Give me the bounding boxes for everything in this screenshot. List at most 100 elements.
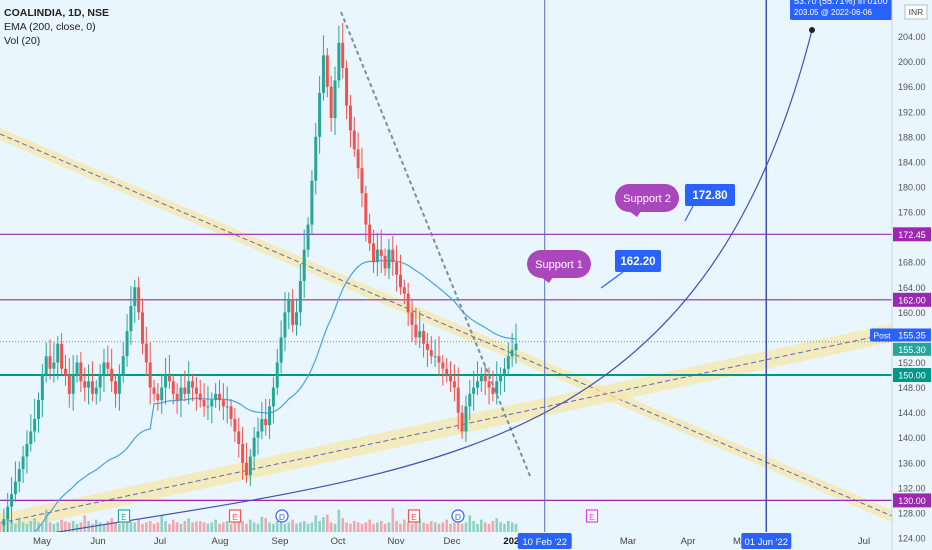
candle-body <box>67 375 71 394</box>
event-marker[interactable]: D <box>451 509 465 523</box>
date-tag-text: 01 Jun '22 <box>744 537 788 548</box>
volume-bar <box>352 521 356 532</box>
volume-bar <box>44 509 48 532</box>
x-tick-label: Jul <box>858 536 870 547</box>
candle-body <box>167 375 171 382</box>
volume-bar <box>118 523 121 532</box>
candle-body <box>156 393 160 401</box>
volume-bar <box>83 515 87 532</box>
volume-bar <box>306 523 310 532</box>
volume-bar <box>41 523 44 532</box>
candle-body <box>129 306 133 332</box>
event-marker[interactable]: E <box>585 509 599 523</box>
candle-body <box>298 281 302 313</box>
candle-body <box>387 249 391 269</box>
y-tick-label: 132.00 <box>898 483 926 493</box>
y-tick-label: 188.00 <box>898 132 926 142</box>
candle-body <box>325 55 329 87</box>
candle-body <box>295 312 299 325</box>
candle-body <box>29 431 33 444</box>
candle-body <box>306 224 310 250</box>
candle-body <box>329 86 333 119</box>
volume-bar <box>125 522 129 532</box>
y-tick-label: 164.00 <box>898 283 926 293</box>
volume-bar <box>241 521 244 532</box>
candle-body <box>125 331 129 357</box>
candle-body <box>456 387 460 413</box>
y-tick-label: 124.00 <box>898 534 926 544</box>
volume-bar <box>372 523 375 532</box>
candle-body <box>437 356 441 363</box>
candle-body <box>333 80 337 119</box>
event-marker[interactable]: E <box>228 509 242 523</box>
volume-bar <box>364 522 368 532</box>
last-price-box <box>893 342 931 356</box>
candle-body <box>360 168 364 194</box>
candle-body <box>237 431 241 444</box>
support-callout-1[interactable]: Support 1 162.20 <box>527 250 661 289</box>
support-callout-2[interactable]: Support 2 172.80 <box>615 184 735 222</box>
event-marker[interactable]: E <box>117 509 131 523</box>
volume-bar <box>156 522 160 532</box>
candle-body <box>264 418 268 426</box>
candle-body <box>464 406 468 432</box>
y-tick-label: 176.00 <box>898 208 926 218</box>
volume-bar <box>25 523 29 532</box>
candle-body <box>83 381 87 388</box>
volume-bar <box>326 514 329 532</box>
price-label-box <box>685 184 735 206</box>
volume-bar <box>75 523 79 532</box>
candle-body <box>37 400 41 419</box>
volume-bar <box>429 521 433 532</box>
candle-body <box>171 381 175 394</box>
volume-bar <box>283 523 287 532</box>
candle-body <box>268 406 272 426</box>
ema-indicator-label[interactable]: EMA (200, close, 0) <box>4 21 96 33</box>
event-marker-letter: E <box>121 512 127 522</box>
volume-indicator-label[interactable]: Vol (20) <box>4 35 41 47</box>
volume-bar <box>106 521 110 532</box>
volume-bar <box>441 522 445 532</box>
descending-channel-band <box>0 128 892 522</box>
volume-bar <box>387 522 391 532</box>
volume-bar <box>237 515 241 532</box>
candle-body <box>372 243 376 263</box>
volume-bar <box>437 523 441 532</box>
candle-body <box>48 356 52 369</box>
candle-body <box>21 456 25 470</box>
price-axis <box>892 0 932 550</box>
support-bubble <box>615 184 679 212</box>
candle-body <box>468 393 472 407</box>
candle-body <box>133 287 137 307</box>
candle-body <box>25 443 29 457</box>
event-marker[interactable]: D <box>275 509 289 523</box>
candle-body <box>2 519 6 526</box>
currency-text: INR <box>909 7 924 17</box>
candle-body <box>144 343 148 363</box>
earnings-marker-shape <box>407 509 421 523</box>
volume-bar <box>256 523 260 532</box>
volume-bar <box>349 523 352 532</box>
candle-body <box>379 249 383 256</box>
price-label-text: 162.20 <box>620 256 655 268</box>
volume-bar <box>379 521 383 532</box>
volume-bar <box>314 515 318 532</box>
volume-bar <box>52 523 56 532</box>
price-level-tag: 130.00 <box>893 493 931 508</box>
volume-bar <box>160 515 164 532</box>
candle-body <box>137 287 141 313</box>
event-marker[interactable]: E <box>407 509 421 523</box>
candle-body <box>6 506 10 520</box>
price-label-leader <box>684 205 694 222</box>
projection-text-bottom: 203.05 @ 2022-06-06 <box>794 8 873 17</box>
symbol-title[interactable]: COALINDIA, 1D, NSE <box>4 7 110 19</box>
y-tick-label: 144.00 <box>898 408 926 418</box>
candle-body <box>160 387 164 401</box>
candlesticks <box>2 22 518 537</box>
candle-body <box>321 55 325 93</box>
y-tick-label: 184.00 <box>898 157 926 167</box>
volume-bar <box>318 521 321 532</box>
volume-bar <box>133 522 137 532</box>
volume-bar <box>453 522 456 532</box>
